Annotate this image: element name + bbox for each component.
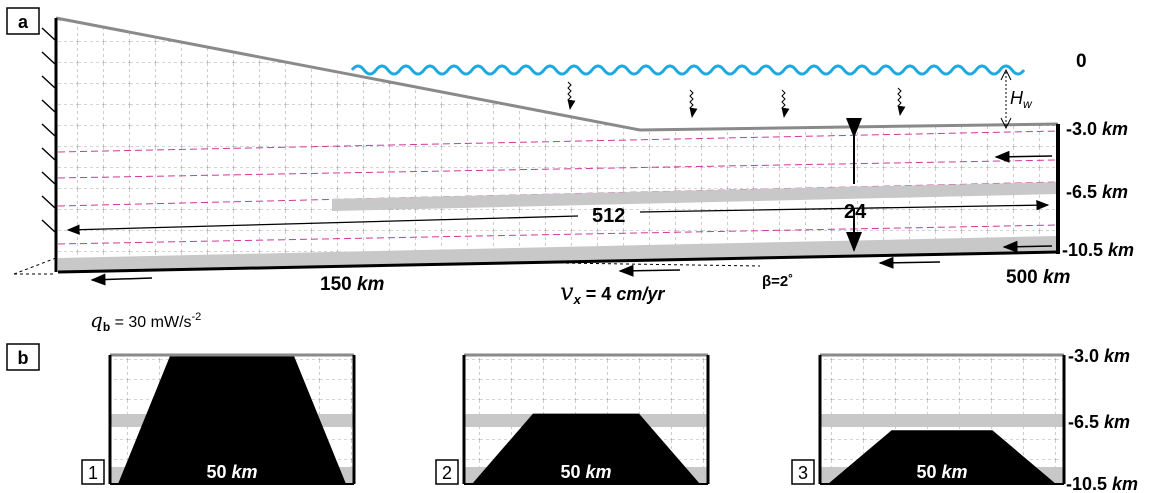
length-right-label: 500 km: [1006, 267, 1071, 288]
length-arrows: [66, 200, 1050, 235]
model-block: [828, 430, 1056, 484]
wedge-base: [57, 250, 1059, 274]
model-number-box: [791, 459, 815, 485]
panel-b: b 50 km 1 50 km 2 50 km 3 -3.0 km -6.5 km -10…: [6, 343, 1138, 493]
basal-layer: [58, 236, 1058, 272]
model-width-label: 50 km: [916, 462, 967, 482]
wedge-surface: [55, 16, 1059, 132]
model-number-box: [81, 459, 105, 485]
panel-b-tag: b: [18, 348, 29, 368]
water-surface: [350, 64, 1026, 76]
sea-level-label: 0: [1076, 51, 1087, 72]
b-depth-top-label: -3.0 km: [1068, 346, 1130, 366]
backstop-hatch: [41, 27, 56, 233]
model-number: 3: [798, 463, 808, 483]
model-width-label: 50 km: [206, 462, 257, 482]
water-depth-arrow: [1000, 68, 1012, 130]
model-block: [118, 356, 346, 484]
depth-bot-label: -10.5 km: [1062, 240, 1134, 260]
perspective-lines: [13, 257, 761, 275]
model-boxes: 50 km 1 50 km 2 50 km 3: [81, 353, 1066, 485]
length-label: 512: [592, 205, 625, 227]
heat-flow-label: qb = 30 mW/s-2: [90, 308, 201, 334]
model-width-label: 50 km: [560, 462, 611, 482]
velocity-label: vx = 4 cm/yr: [560, 278, 665, 307]
b-depth-mid-label: -6.5 km: [1068, 412, 1130, 432]
panel-a-tag-box: [6, 7, 40, 35]
model-number-box: [435, 459, 459, 485]
velocity-arrows: [90, 150, 1053, 286]
panel-a-tag: a: [18, 12, 29, 32]
depth-top-label: -3.0 km: [1066, 119, 1128, 139]
depth-mid-label: -6.5 km: [1066, 182, 1128, 202]
dip-label: β=2˚: [762, 273, 793, 290]
model-block: [472, 413, 700, 484]
b-depth-bot-label: -10.5 km: [1066, 474, 1138, 493]
water-depth-label: Hw: [1010, 88, 1033, 111]
weak-layer-mid: [332, 182, 1058, 211]
model-number: 1: [88, 463, 98, 483]
model-number: 2: [442, 463, 452, 483]
thickness-label: 24: [844, 201, 867, 223]
panel-a: a: [6, 7, 1134, 334]
panel-b-tag-box: [6, 343, 40, 371]
length-left-label: 150 km: [320, 274, 385, 295]
model-weak-layer: [820, 414, 1064, 427]
wedge-body: [56, 18, 1058, 268]
sedimentation-arrows: [567, 81, 906, 118]
